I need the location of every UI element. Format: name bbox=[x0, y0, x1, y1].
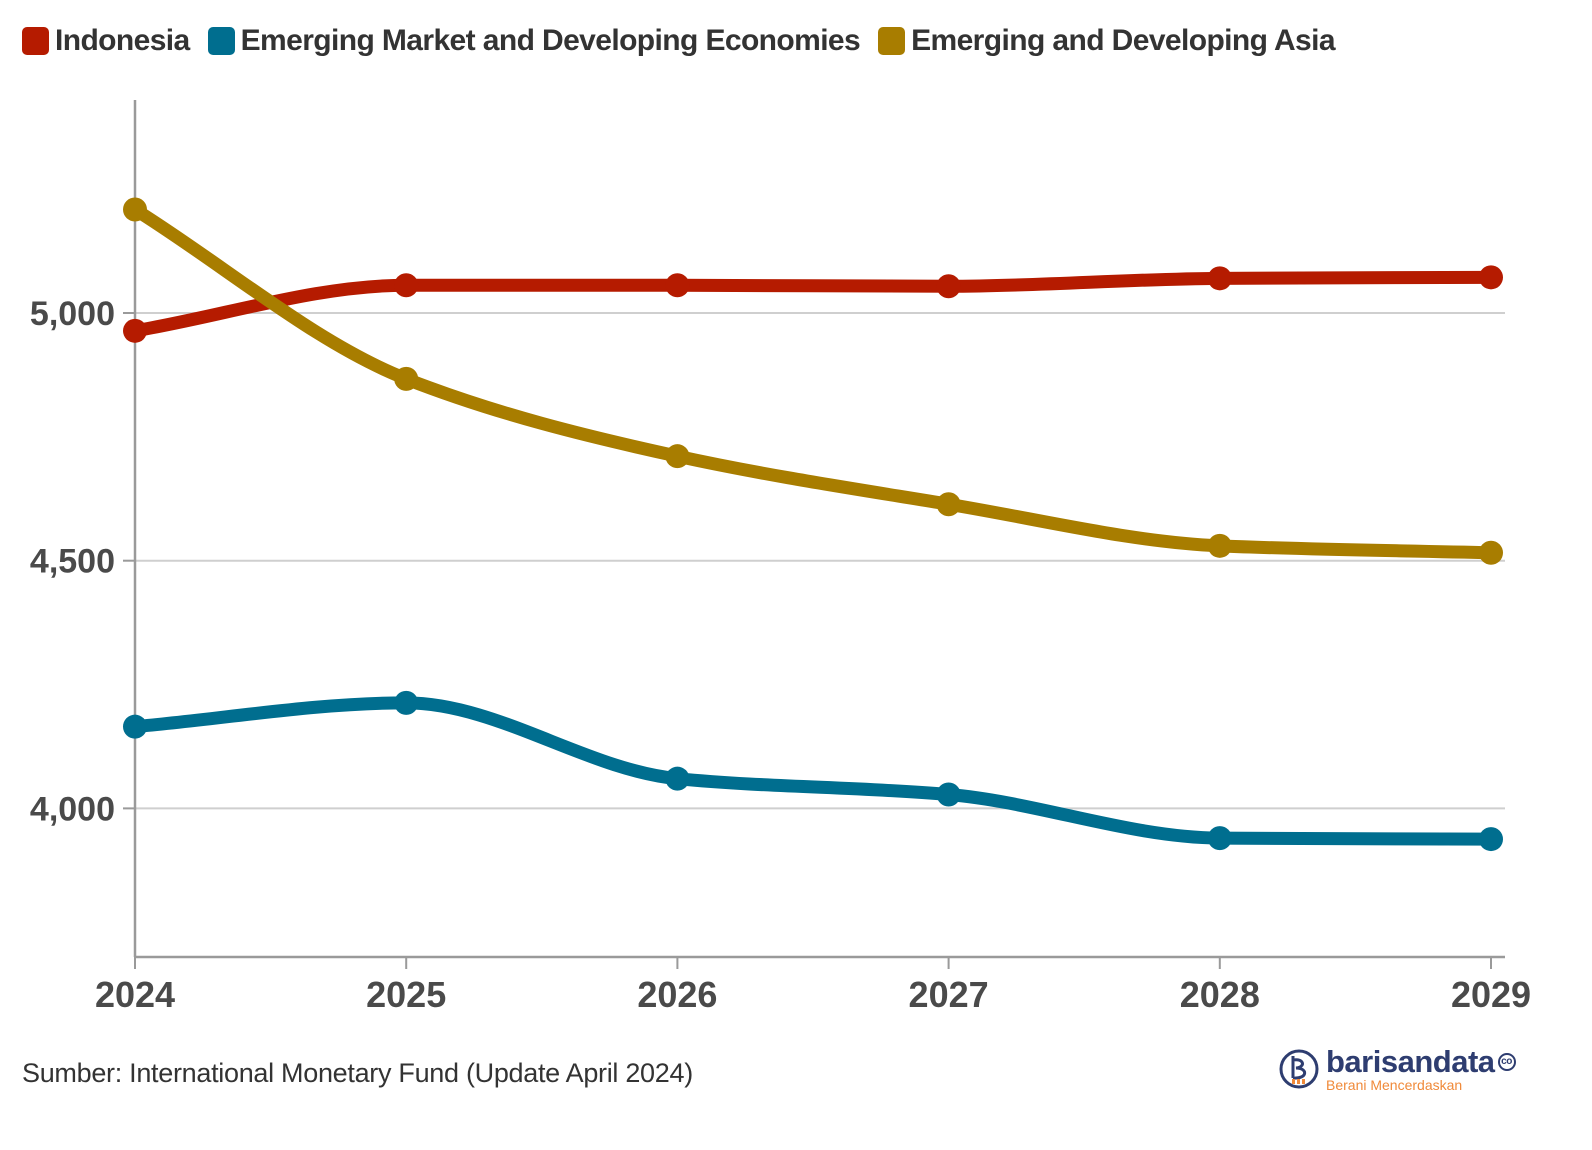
x-tick-label: 2028 bbox=[1180, 974, 1260, 1015]
data-point bbox=[936, 492, 961, 517]
legend-label: Indonesia bbox=[55, 24, 190, 57]
data-point bbox=[123, 714, 147, 739]
data-point bbox=[665, 444, 690, 469]
logo-name: barisandata co bbox=[1326, 1046, 1516, 1077]
series-line bbox=[128, 270, 1498, 338]
gridlines bbox=[123, 312, 1505, 810]
y-tick-label: 5,000 bbox=[30, 295, 115, 333]
data-point bbox=[1479, 540, 1503, 565]
data-point bbox=[1207, 533, 1232, 558]
x-tick-label: 2024 bbox=[95, 974, 175, 1015]
data-point bbox=[123, 318, 147, 343]
series-line bbox=[128, 696, 1498, 846]
data-point bbox=[665, 273, 690, 298]
data-point bbox=[1207, 266, 1232, 291]
source-note: Sumber: International Monetary Fund (Upd… bbox=[22, 1058, 693, 1088]
series-asia bbox=[123, 197, 1503, 565]
logo-wordmark: barisandata bbox=[1326, 1044, 1495, 1079]
x-tick-label: 2029 bbox=[1451, 974, 1531, 1015]
data-point bbox=[394, 690, 419, 715]
series-indonesia bbox=[123, 265, 1503, 343]
logo-tagline: Berani Mencerdaskan bbox=[1326, 1077, 1463, 1093]
legend-item-asia[interactable]: Emerging and Developing Asia bbox=[878, 24, 1336, 58]
chart-legend: Indonesia Emerging Market and Developing… bbox=[22, 24, 1353, 58]
data-point bbox=[665, 766, 690, 791]
tick-labels: 4,000 4,500 5,000 2024 2025 2026 2027 2028 2029 bbox=[30, 295, 1531, 1015]
data-point bbox=[1479, 265, 1503, 290]
barisandata-logo-icon bbox=[1279, 1049, 1319, 1089]
data-point bbox=[936, 274, 961, 299]
data-point bbox=[1207, 826, 1232, 851]
logo-co-badge: co bbox=[1497, 1052, 1516, 1071]
line-chart: 4,000 4,500 5,000 2024 2025 2026 2027 2028 2029 bbox=[30, 100, 1531, 1015]
data-point bbox=[394, 273, 419, 298]
series-line bbox=[128, 202, 1498, 560]
brand-logo: barisandata co Berani Mencerdaskan bbox=[1278, 1046, 1516, 1092]
legend-label: Emerging and Developing Asia bbox=[911, 24, 1335, 57]
legend-label: Emerging Market and Developing Economies bbox=[240, 24, 861, 57]
data-point bbox=[936, 782, 961, 807]
legend-item-emde[interactable]: Emerging Market and Developing Economies bbox=[207, 24, 861, 58]
axes bbox=[133, 100, 1505, 969]
x-tick-label: 2027 bbox=[909, 974, 989, 1015]
data-point bbox=[394, 366, 419, 391]
series-emde bbox=[123, 690, 1503, 852]
data-point bbox=[123, 197, 147, 222]
legend-swatch bbox=[878, 27, 906, 55]
x-tick-label: 2025 bbox=[366, 974, 446, 1015]
legend-swatch bbox=[207, 27, 235, 55]
legend-swatch bbox=[22, 27, 49, 55]
series-group bbox=[123, 197, 1503, 852]
y-tick-label: 4,000 bbox=[30, 790, 115, 828]
data-point bbox=[1479, 827, 1503, 852]
y-tick-label: 4,500 bbox=[30, 543, 115, 581]
legend-item-indonesia[interactable]: Indonesia bbox=[22, 24, 190, 58]
x-tick-label: 2026 bbox=[637, 974, 717, 1015]
